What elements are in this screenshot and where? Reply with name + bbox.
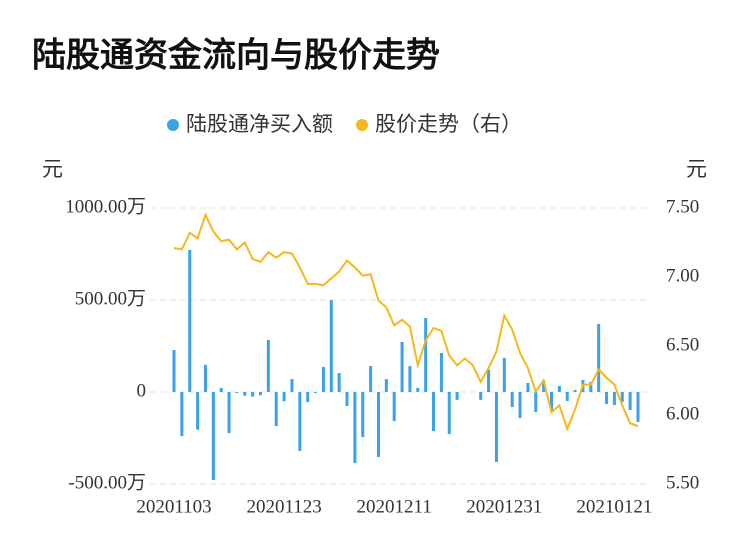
- bar: [518, 392, 522, 418]
- bar: [306, 392, 310, 403]
- bar: [314, 392, 318, 393]
- bar: [534, 392, 538, 413]
- y2-tick-label: 5.50: [666, 472, 699, 493]
- bar: [439, 352, 443, 392]
- y-tick-label: -500.00万: [68, 472, 146, 493]
- x-tick-label: 20201211: [357, 496, 432, 517]
- legend-label: 陆股通净买入额: [186, 112, 333, 136]
- bar: [487, 369, 491, 392]
- bar: [196, 392, 200, 430]
- bar: [479, 392, 483, 400]
- x-tick-label: 20201231: [466, 496, 542, 517]
- bar: [274, 392, 278, 427]
- legend-label: 股价走势（右）: [375, 112, 522, 136]
- bar: [321, 366, 325, 392]
- bar: [235, 392, 239, 393]
- bar: [416, 387, 420, 392]
- bar: [494, 392, 498, 462]
- bar: [549, 392, 553, 411]
- bar: [565, 392, 569, 402]
- y-tick-label: 0: [137, 380, 147, 401]
- bar: [376, 392, 380, 457]
- bar: [620, 392, 624, 402]
- x-tick-label: 20201103: [136, 496, 211, 517]
- bar: [337, 373, 341, 392]
- bar: [266, 339, 270, 392]
- bar: [424, 318, 428, 392]
- chart-title: 陆股通资金流向与股价走势: [32, 36, 440, 76]
- bar: [557, 385, 561, 392]
- bar: [188, 249, 192, 392]
- y-tick-label: 1000.00万: [65, 196, 146, 217]
- bar: [353, 392, 357, 464]
- bar: [180, 392, 184, 437]
- bar: [526, 382, 530, 392]
- bar: [597, 323, 601, 392]
- bar: [392, 392, 396, 422]
- y2-tick-label: 7.50: [666, 196, 699, 217]
- bar: [282, 392, 286, 402]
- y-axis-unit: 元: [42, 157, 63, 181]
- legend-marker: [356, 119, 368, 131]
- bar: [219, 387, 223, 392]
- y2-tick-label: 7.00: [666, 265, 699, 286]
- bar: [251, 392, 255, 397]
- bar: [243, 392, 247, 396]
- x-tick-label: 20201123: [246, 496, 321, 517]
- y2-tick-label: 6.50: [666, 334, 699, 355]
- bar: [345, 392, 349, 406]
- bar: [172, 350, 176, 392]
- bar: [290, 379, 294, 392]
- bar: [361, 392, 365, 438]
- bar: [573, 389, 577, 392]
- bar: [384, 379, 388, 392]
- bar: [605, 392, 609, 404]
- bar: [259, 392, 263, 396]
- bar: [298, 392, 302, 451]
- legend-marker: [167, 119, 179, 131]
- bar: [542, 380, 546, 392]
- bar: [589, 382, 593, 392]
- y-tick-label: 500.00万: [75, 288, 146, 309]
- bar: [400, 341, 404, 392]
- bar: [329, 300, 333, 392]
- bar: [502, 357, 506, 392]
- bar: [510, 392, 514, 408]
- bar: [227, 392, 231, 434]
- bar: [203, 364, 207, 392]
- bar: [447, 392, 451, 434]
- bar: [636, 392, 640, 422]
- bar: [211, 392, 215, 480]
- price-line: [173, 212, 639, 432]
- bar: [369, 366, 373, 392]
- y2-tick-label: 6.00: [666, 403, 699, 424]
- bar: [455, 392, 459, 400]
- bar: [432, 392, 436, 432]
- bar: [408, 366, 412, 392]
- x-tick-label: 20210121: [576, 496, 652, 517]
- bar: [628, 392, 632, 411]
- bar: [612, 392, 616, 406]
- y2-axis-unit: 元: [686, 157, 707, 181]
